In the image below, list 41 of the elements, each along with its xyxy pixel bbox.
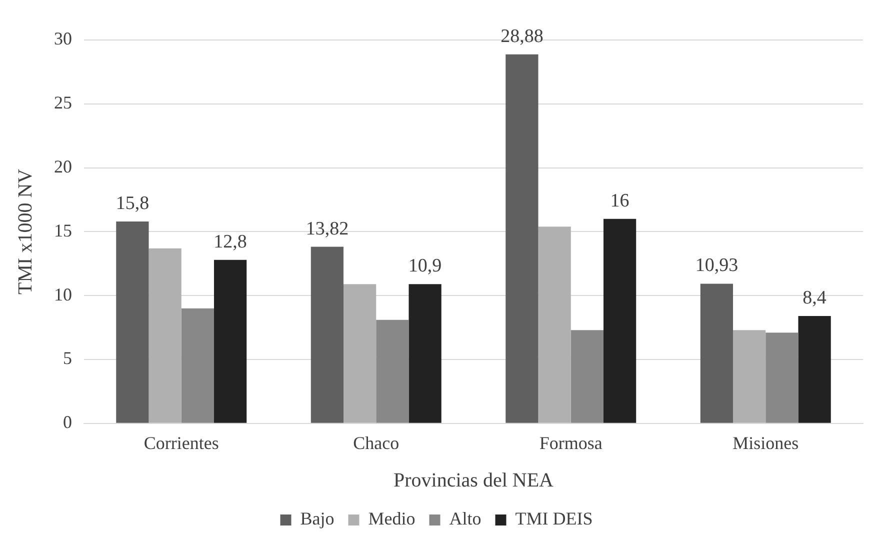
legend-label: Medio [368,508,416,529]
bar [376,320,409,423]
y-tick-label: 15 [54,220,72,240]
data-label: 28,88 [500,26,544,47]
bar [408,284,442,423]
y-tick-label: 0 [63,412,72,432]
bar [570,330,604,423]
y-tick-label: 20 [54,156,72,177]
data-label: 10,9 [408,256,442,277]
bar [700,284,734,423]
legend-label: Bajo [300,508,334,529]
bar [116,221,149,423]
bar [766,332,798,423]
x-tick-label: Formosa [539,432,602,453]
bar [214,260,247,423]
data-label: 10,93 [695,255,738,276]
x-tick-label: Corrientes [144,432,219,453]
bar [148,248,182,423]
bar [181,308,214,423]
data-label: 13,82 [306,218,349,240]
data-label: 8,4 [802,288,827,309]
y-axis-title: TMI x1000 NV [14,168,36,294]
bar [344,284,376,423]
y-tick-label: 30 [54,28,72,49]
legend-label: TMI DEIS [515,508,593,529]
x-tick-label: Chaco [353,432,400,453]
y-tick-label: 10 [54,284,72,304]
y-tick-label: 25 [54,92,72,113]
bar [538,226,571,423]
bar [798,316,831,423]
bar [603,218,636,423]
bar [733,330,766,423]
bar [310,246,344,423]
bar [506,54,538,423]
x-axis-title: Provincias del NEA [394,469,554,492]
data-label: 16 [610,190,630,212]
x-tick-label: Misiones [732,432,799,453]
data-label: 15,8 [116,192,150,214]
legend-label: Alto [449,508,482,529]
y-tick-label: 5 [63,348,72,368]
data-label: 12,8 [214,231,247,252]
